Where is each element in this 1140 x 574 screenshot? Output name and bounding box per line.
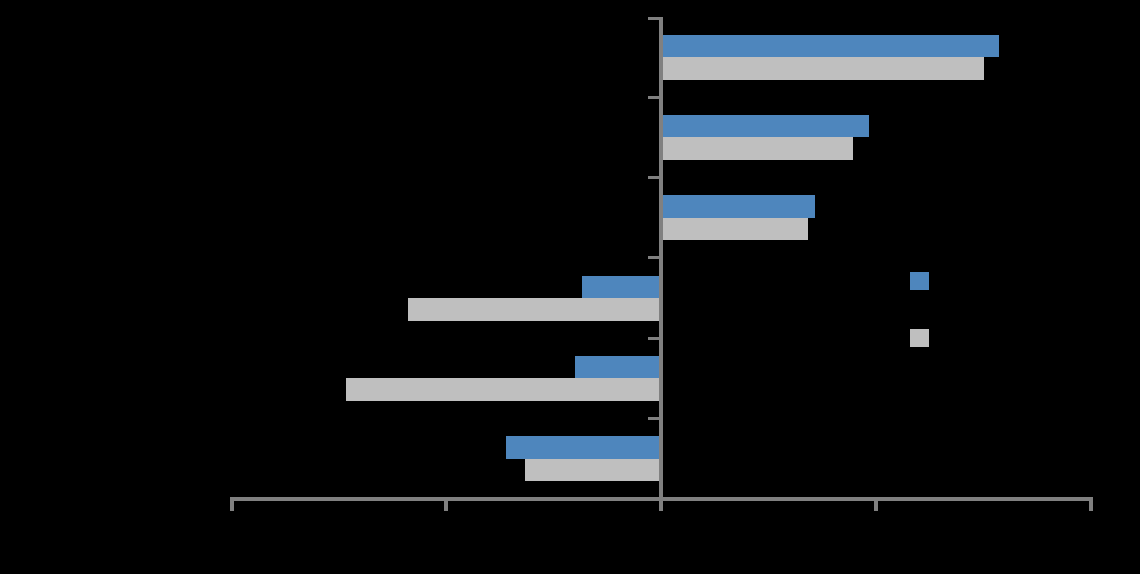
legend-swatch-series-blue: [910, 272, 929, 290]
y-axis-tick: [648, 417, 660, 421]
x-axis-tick: [229, 497, 234, 511]
bar-series-blue-row3: [661, 195, 815, 218]
x-axis-tick: [1088, 497, 1093, 511]
bar-series-gray-row5: [345, 378, 661, 401]
bar-series-blue-row2: [661, 114, 870, 138]
y-axis-tick: [648, 176, 660, 180]
bar-series-blue-row6: [505, 436, 661, 459]
x-axis-tick: [873, 497, 878, 511]
y-axis-tick: [648, 256, 660, 260]
y-axis-tick: [648, 17, 660, 20]
bar-series-gray-row1: [661, 57, 984, 80]
y-axis-tick: [648, 95, 660, 99]
bar-series-blue-row4: [582, 275, 661, 299]
bar-series-gray-row3: [661, 217, 808, 241]
bar-series-blue-row5: [575, 355, 661, 379]
bar-series-gray-row6: [525, 458, 661, 482]
x-axis-tick: [444, 497, 449, 511]
bar-series-gray-row2: [661, 137, 853, 160]
bar-series-gray-row4: [408, 298, 661, 321]
bar-series-blue-row1: [661, 34, 1000, 58]
y-axis-tick: [648, 336, 660, 340]
y-axis-line: [659, 17, 663, 511]
legend-swatch-series-gray: [910, 329, 929, 347]
x-axis-line: [229, 497, 1093, 501]
